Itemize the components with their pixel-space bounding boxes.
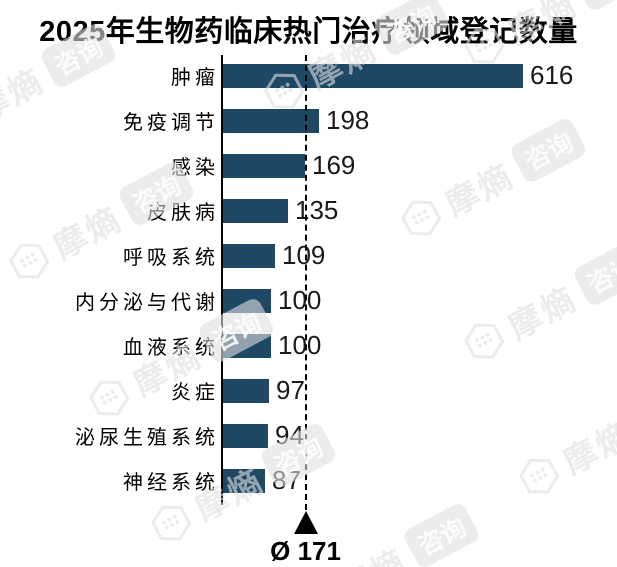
mean-marker-triangle-icon [293, 511, 318, 534]
value-label: 100 [278, 285, 322, 315]
bar [222, 243, 275, 268]
watermark-badge: 咨询 [401, 500, 482, 567]
value-label: 109 [282, 240, 326, 270]
value-label: 94 [275, 420, 304, 450]
category-label: 泌尿生殖系统 [75, 427, 219, 449]
category-label: 内分泌与代谢 [75, 292, 219, 314]
category-label: 呼吸系统 [123, 247, 219, 269]
chart-title: 2025年生物药临床热门治疗领域登记数量 [39, 16, 578, 48]
chart-row: 泌尿生殖系统 94 [0, 413, 617, 458]
value-label: 198 [326, 105, 370, 135]
watermark-hexagon-icon [144, 496, 198, 550]
chart-row: 血液系统 100 [0, 323, 617, 368]
category-label: 肿瘤 [171, 67, 219, 89]
bar [222, 333, 271, 358]
chart-row: 炎症 97 [0, 368, 617, 413]
chart-row: 肿瘤 616 [0, 53, 617, 98]
chart-row: 皮肤病 135 [0, 188, 617, 233]
value-label: 616 [530, 60, 574, 90]
chart-row: 神经系统 87 [0, 458, 617, 503]
value-label: 100 [278, 330, 322, 360]
chart-row: 免疫调节 198 [0, 98, 617, 143]
bar [222, 423, 268, 448]
bar [222, 198, 288, 223]
bar [222, 288, 271, 313]
category-label: 血液系统 [123, 337, 219, 359]
bar [222, 378, 269, 403]
mean-line [304, 55, 307, 510]
bar [222, 153, 305, 178]
category-label: 皮肤病 [147, 202, 219, 224]
y-axis-line [221, 55, 223, 505]
category-label: 免疫调节 [123, 112, 219, 134]
chart-row: 呼吸系统 109 [0, 233, 617, 278]
category-label: 炎症 [171, 382, 219, 404]
category-label: 感染 [171, 157, 219, 179]
value-label: 135 [295, 195, 339, 225]
chart-row: 内分泌与代谢 100 [0, 278, 617, 323]
chart-row: 感染 169 [0, 143, 617, 188]
value-label: 97 [276, 375, 305, 405]
bar [222, 468, 265, 493]
value-label: 169 [312, 150, 356, 180]
chart-rows: 肿瘤 616 免疫调节 198 感染 169 皮肤病 135 呼吸系统 109 内分泌与代谢 100 血… [0, 53, 617, 503]
value-label: 87 [272, 465, 301, 495]
bar [222, 63, 523, 88]
mean-value-label: Ø 171 [270, 536, 341, 566]
category-label: 神经系统 [123, 472, 219, 494]
bar [222, 108, 319, 133]
